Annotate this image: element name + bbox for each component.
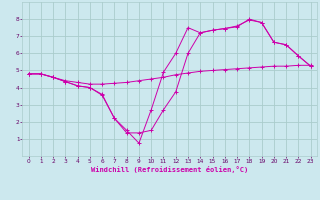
X-axis label: Windchill (Refroidissement éolien,°C): Windchill (Refroidissement éolien,°C) [91,166,248,173]
